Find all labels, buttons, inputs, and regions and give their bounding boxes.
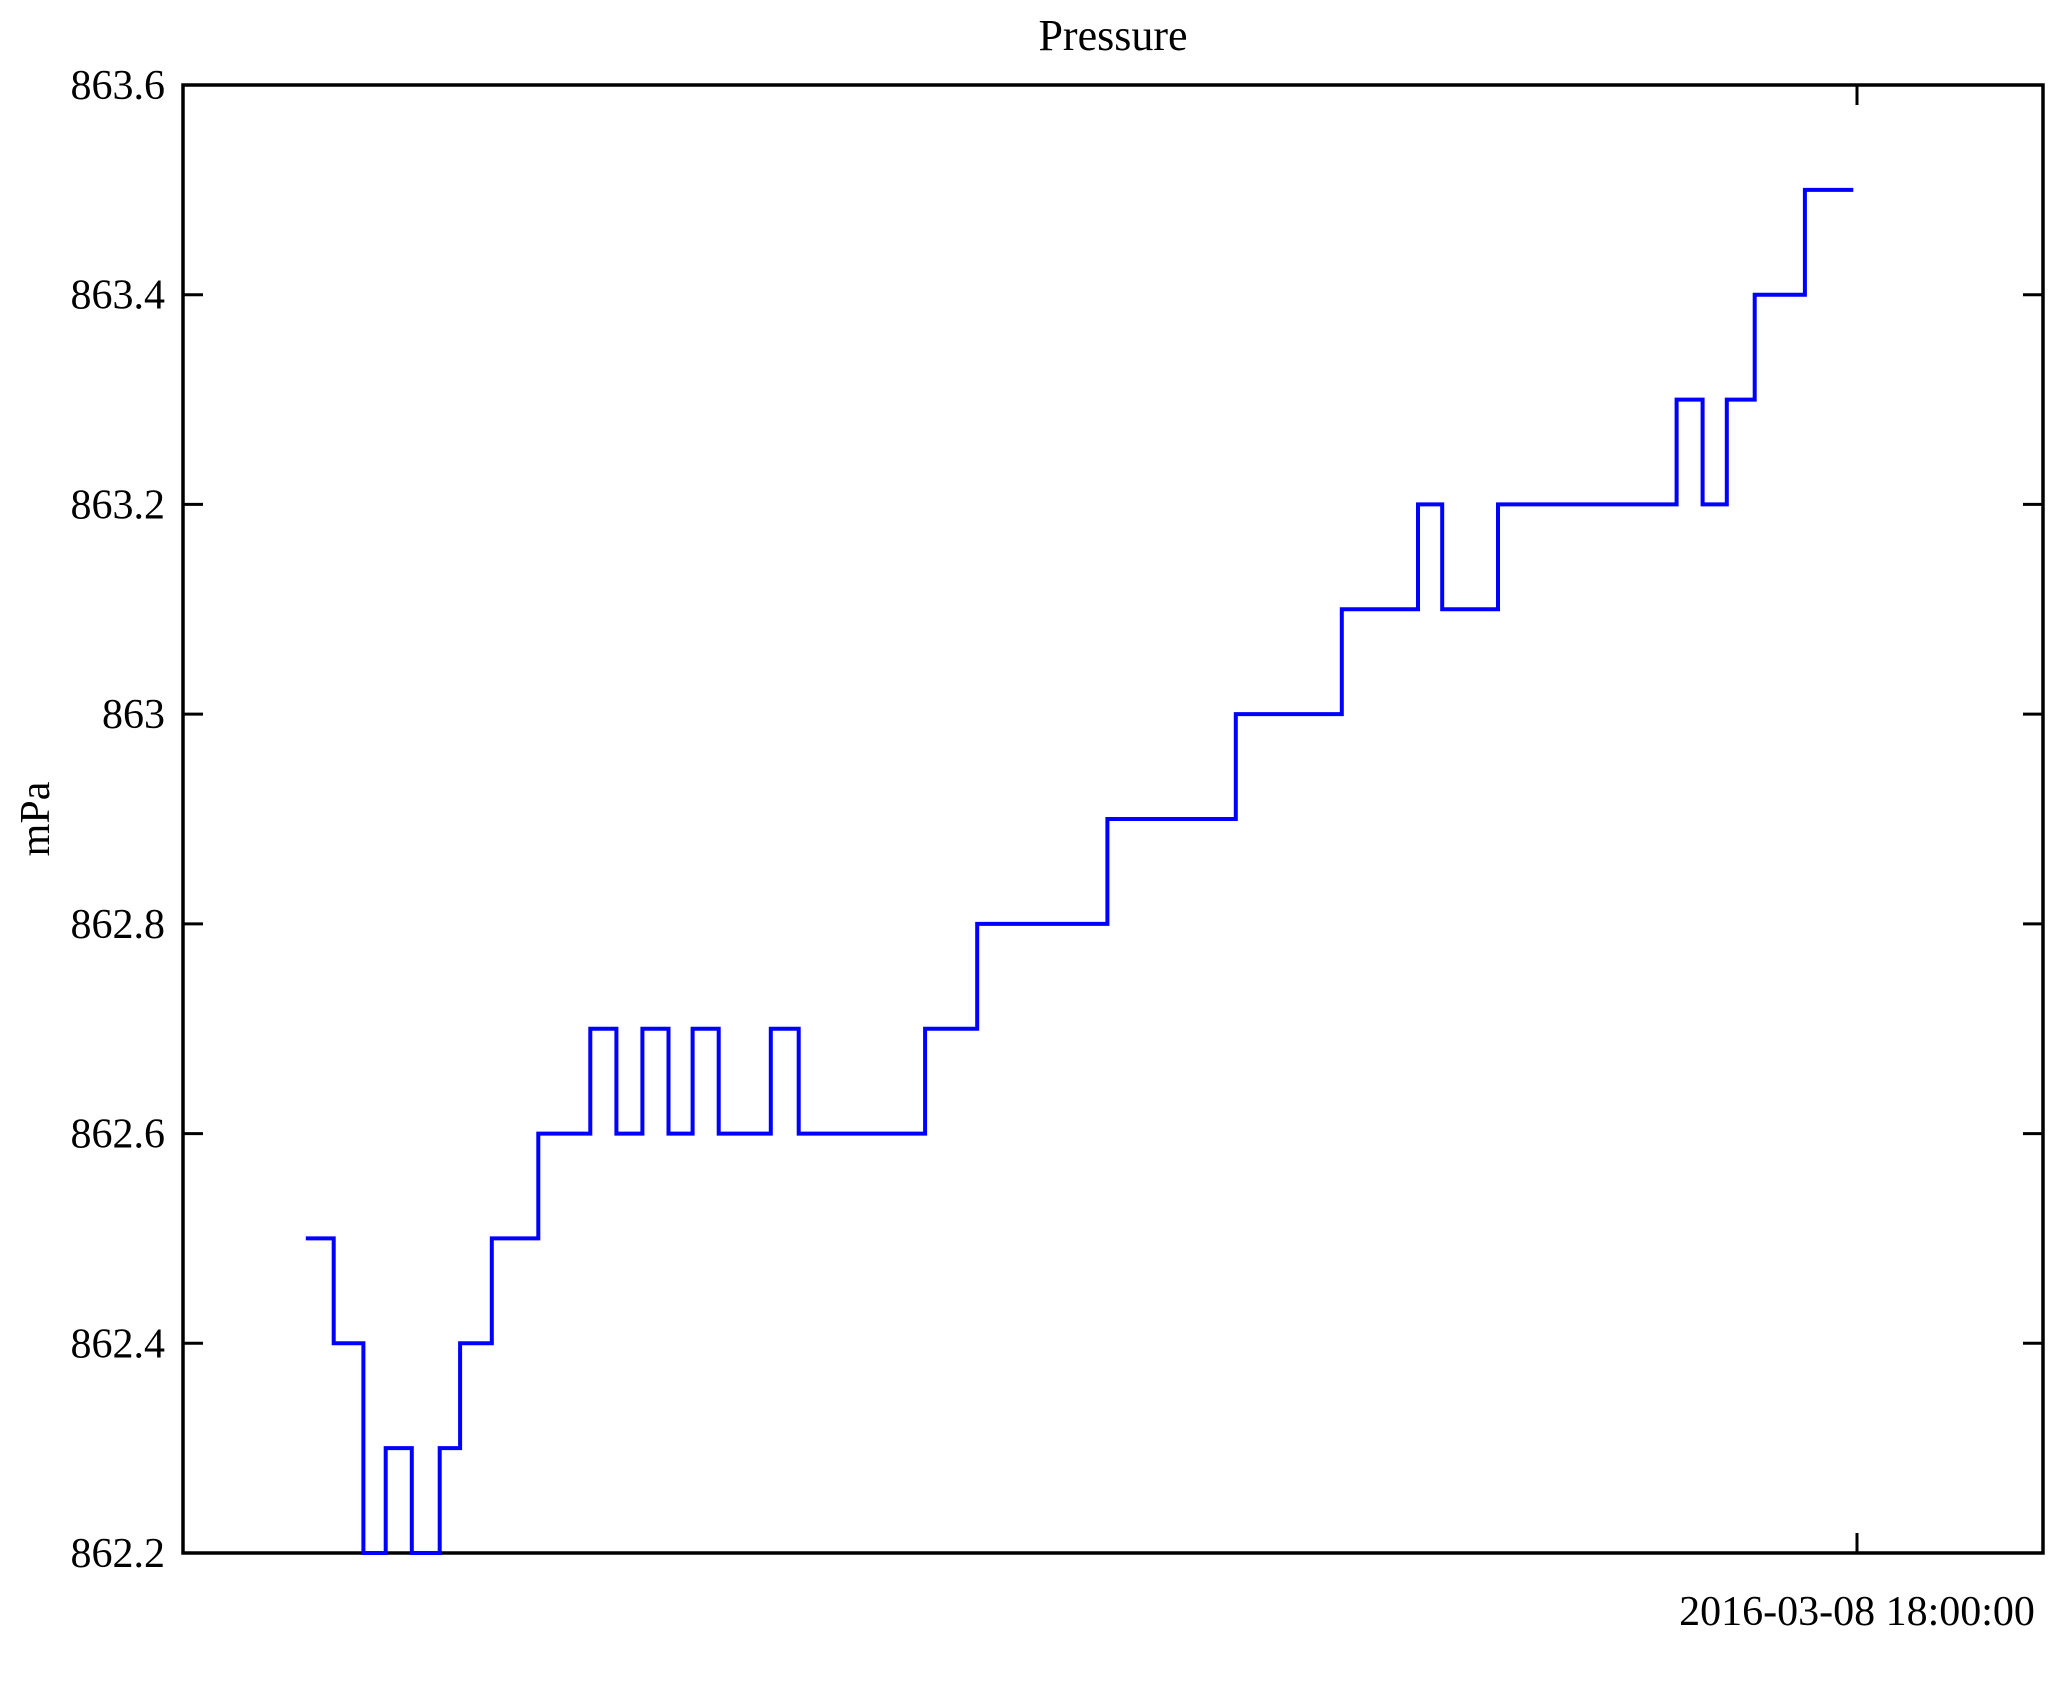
y-tick-label: 863.2 [71, 482, 166, 528]
x-tick-label: 2016-03-08 18:00:00 [1679, 1589, 2035, 1635]
y-tick-label: 862.4 [71, 1321, 166, 1367]
y-tick-label: 863.4 [71, 273, 166, 319]
pressure-series-line [305, 187, 1854, 1555]
y-tick-label: 862.6 [71, 1112, 166, 1158]
axes-frame [181, 83, 2045, 1555]
y-tick-label: 862.2 [71, 1531, 166, 1577]
y-tick-label: 863.6 [71, 63, 166, 109]
y-tick-label: 863 [102, 692, 165, 738]
y-tick-label: 862.8 [71, 902, 166, 948]
chart-title: Pressure [1038, 11, 1188, 60]
